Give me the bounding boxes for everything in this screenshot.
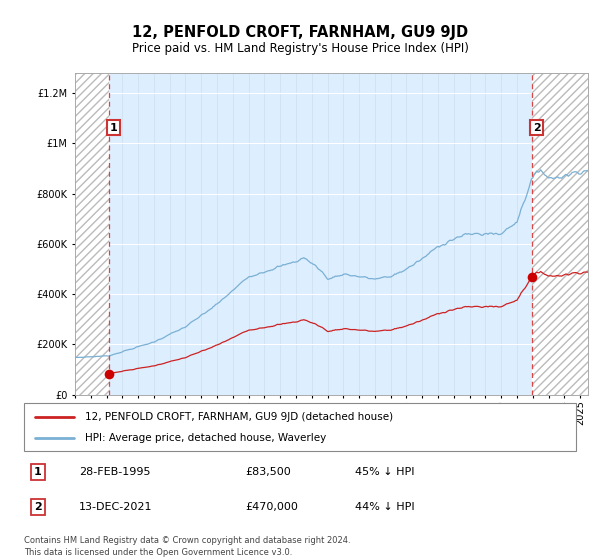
Bar	[532, 73, 588, 395]
Text: 2: 2	[34, 502, 41, 512]
Bar	[75, 73, 109, 395]
Text: HPI: Average price, detached house, Waverley: HPI: Average price, detached house, Wave…	[85, 433, 326, 443]
Text: 13-DEC-2021: 13-DEC-2021	[79, 502, 152, 512]
Text: 1: 1	[110, 123, 118, 133]
Text: Contains HM Land Registry data © Crown copyright and database right 2024.
This d: Contains HM Land Registry data © Crown c…	[24, 536, 350, 557]
Text: £470,000: £470,000	[245, 502, 298, 512]
Text: 12, PENFOLD CROFT, FARNHAM, GU9 9JD: 12, PENFOLD CROFT, FARNHAM, GU9 9JD	[132, 25, 468, 40]
Text: Price paid vs. HM Land Registry's House Price Index (HPI): Price paid vs. HM Land Registry's House …	[131, 42, 469, 55]
Bar	[532, 73, 588, 395]
Text: £83,500: £83,500	[245, 466, 290, 477]
Bar	[75, 73, 109, 395]
Text: 45% ↓ HPI: 45% ↓ HPI	[355, 466, 415, 477]
Text: 44% ↓ HPI: 44% ↓ HPI	[355, 502, 415, 512]
Text: 28-FEB-1995: 28-FEB-1995	[79, 466, 151, 477]
Text: 1: 1	[34, 466, 41, 477]
Text: 2: 2	[533, 123, 541, 133]
Text: 12, PENFOLD CROFT, FARNHAM, GU9 9JD (detached house): 12, PENFOLD CROFT, FARNHAM, GU9 9JD (det…	[85, 412, 393, 422]
